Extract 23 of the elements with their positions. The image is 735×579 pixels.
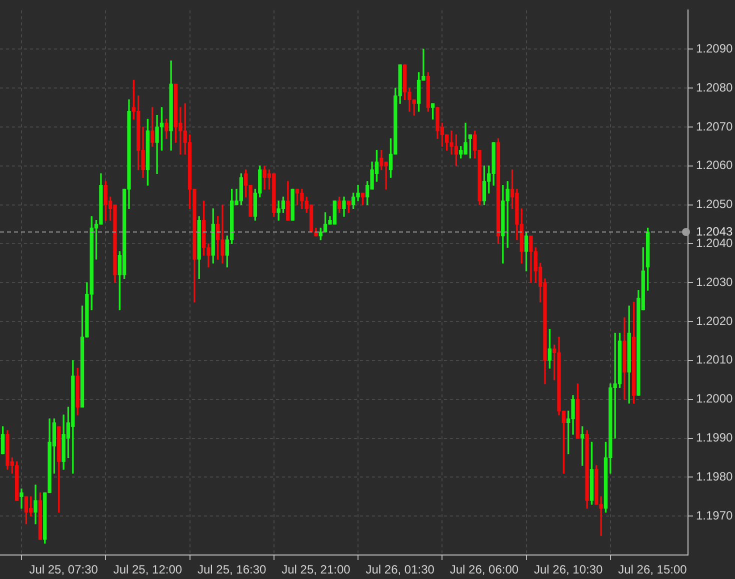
candlestick — [20, 488, 24, 509]
y-tick-label: 1.2060 — [696, 158, 734, 172]
y-tick-label: 1.2090 — [696, 41, 734, 56]
y-tick-label: 1.2070 — [696, 119, 734, 134]
y-tick-label: 1.1970 — [696, 508, 734, 522]
y-tick-label: 1.2000 — [696, 392, 734, 406]
x-tick-label: Jul 25, 07:30 — [29, 562, 98, 577]
y-tick-label: 1.2040 — [696, 236, 734, 250]
y-tick-label: 1.2030 — [696, 274, 734, 289]
x-tick-label: Jul 25, 16:30 — [197, 562, 267, 577]
x-tick-label: Jul 25, 12:00 — [113, 562, 182, 577]
y-tick-label: 1.2050 — [696, 197, 734, 212]
y-tick-label: 1.2080 — [696, 80, 734, 94]
x-tick-label: Jul 26, 06:00 — [450, 562, 519, 577]
ref-line-label: 1.2043 — [696, 224, 734, 238]
x-tick-label: Jul 26, 10:30 — [534, 562, 604, 577]
x-tick-label: Jul 26, 01:30 — [366, 562, 435, 577]
y-tick-label: 1.1990 — [696, 430, 734, 445]
x-tick-label: Jul 25, 21:00 — [282, 562, 351, 577]
y-tick-label: 1.2020 — [696, 314, 734, 328]
x-tick-label: Jul 26, 15:00 — [618, 562, 688, 577]
y-tick-label: 1.2010 — [696, 352, 734, 367]
y-tick-label: 1.1980 — [696, 469, 734, 484]
